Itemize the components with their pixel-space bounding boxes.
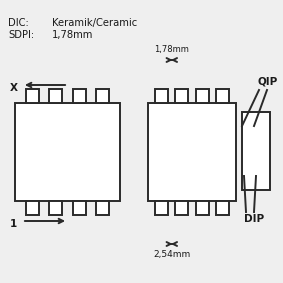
Bar	[25, 201, 38, 215]
Bar	[196, 201, 209, 215]
Bar	[148, 103, 236, 201]
Bar	[15, 103, 120, 201]
Text: QIP: QIP	[257, 76, 277, 86]
Text: Keramik/Ceramic: Keramik/Ceramic	[52, 18, 137, 28]
Bar	[49, 89, 62, 103]
Bar	[155, 201, 168, 215]
Bar	[196, 89, 209, 103]
Text: X: X	[10, 83, 18, 93]
Bar	[73, 201, 86, 215]
Text: SDPI:: SDPI:	[8, 30, 34, 40]
Text: 1,78mm: 1,78mm	[154, 45, 189, 54]
Bar	[97, 89, 110, 103]
Bar	[242, 112, 270, 190]
Text: 1,78mm: 1,78mm	[52, 30, 93, 40]
Text: 2,54mm: 2,54mm	[153, 250, 190, 259]
Bar	[49, 201, 62, 215]
Bar	[216, 201, 229, 215]
Bar	[216, 89, 229, 103]
Bar	[175, 89, 188, 103]
Text: DIC:: DIC:	[8, 18, 29, 28]
Bar	[73, 89, 86, 103]
Bar	[155, 89, 168, 103]
Bar	[97, 201, 110, 215]
Bar	[25, 89, 38, 103]
Text: DIP: DIP	[244, 214, 264, 224]
Bar	[175, 201, 188, 215]
Text: 1: 1	[10, 219, 17, 229]
